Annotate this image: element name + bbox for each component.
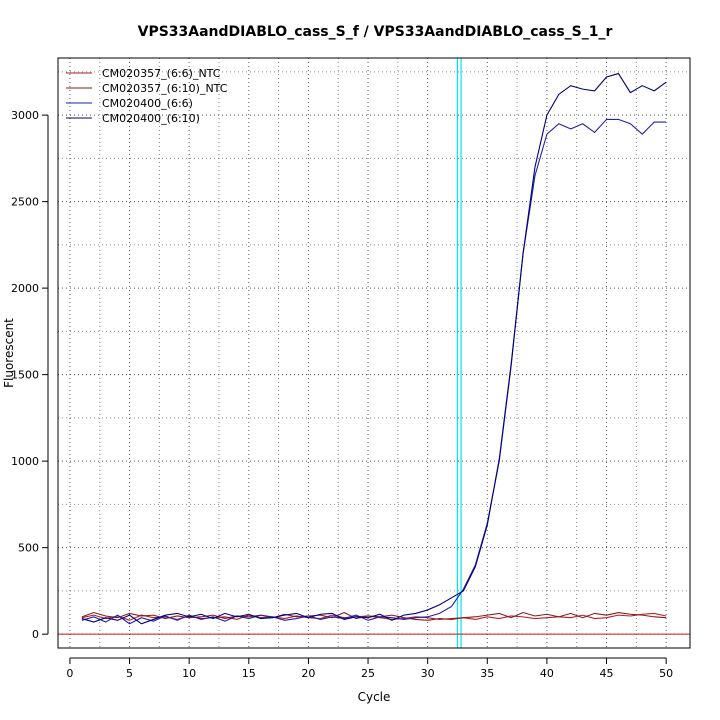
y-axis: 0 500 1000 1500 2000 2500 3000 <box>11 109 49 641</box>
series-line-4 <box>81 72 667 625</box>
x-tick-label: 30 <box>421 667 435 680</box>
y-tick-label: 2500 <box>11 196 39 209</box>
x-axis: 0 5 10 15 20 25 30 35 40 45 50 <box>66 657 673 680</box>
x-tick-label: 10 <box>182 667 196 680</box>
y-tick-label: 3000 <box>11 109 39 122</box>
threshold-lines <box>456 58 462 648</box>
x-tick-label: 15 <box>242 667 256 680</box>
plot-frame <box>57 57 691 649</box>
x-tick-label: 5 <box>126 667 133 680</box>
y-tick-label: 0 <box>32 628 39 641</box>
series-lines <box>81 72 667 625</box>
y-axis-label: Fluorescent <box>2 318 16 388</box>
y-tick-label: 500 <box>18 542 39 555</box>
chart-title: VPS33AandDIABLO_cass_S_f / VPS33AandDIAB… <box>138 24 613 40</box>
x-tick-label: 40 <box>540 667 554 680</box>
x-tick-label: 35 <box>480 667 494 680</box>
x-tick-label: 20 <box>301 667 315 680</box>
x-tick-label: 25 <box>361 667 375 680</box>
x-tick-label: 50 <box>659 667 673 680</box>
y-tick-label: 2000 <box>11 282 39 295</box>
legend-entry: CM020400_(6:10) <box>102 112 200 125</box>
y-tick-label: 1000 <box>11 455 39 468</box>
series-line-3 <box>81 118 667 625</box>
legend: CM020357_(6:6)_NTC CM020357_(6:10)_NTC CM0… <box>66 67 228 125</box>
legend-entry: CM020357_(6:10)_NTC <box>102 82 228 95</box>
y-tick-label: 1500 <box>11 369 39 382</box>
x-tick-label: 45 <box>600 667 614 680</box>
legend-entry: CM020400_(6:6) <box>102 97 193 110</box>
legend-entry: CM020357_(6:6)_NTC <box>102 67 221 80</box>
x-axis-label: Cycle <box>358 690 391 704</box>
x-tick-label: 0 <box>66 667 73 680</box>
